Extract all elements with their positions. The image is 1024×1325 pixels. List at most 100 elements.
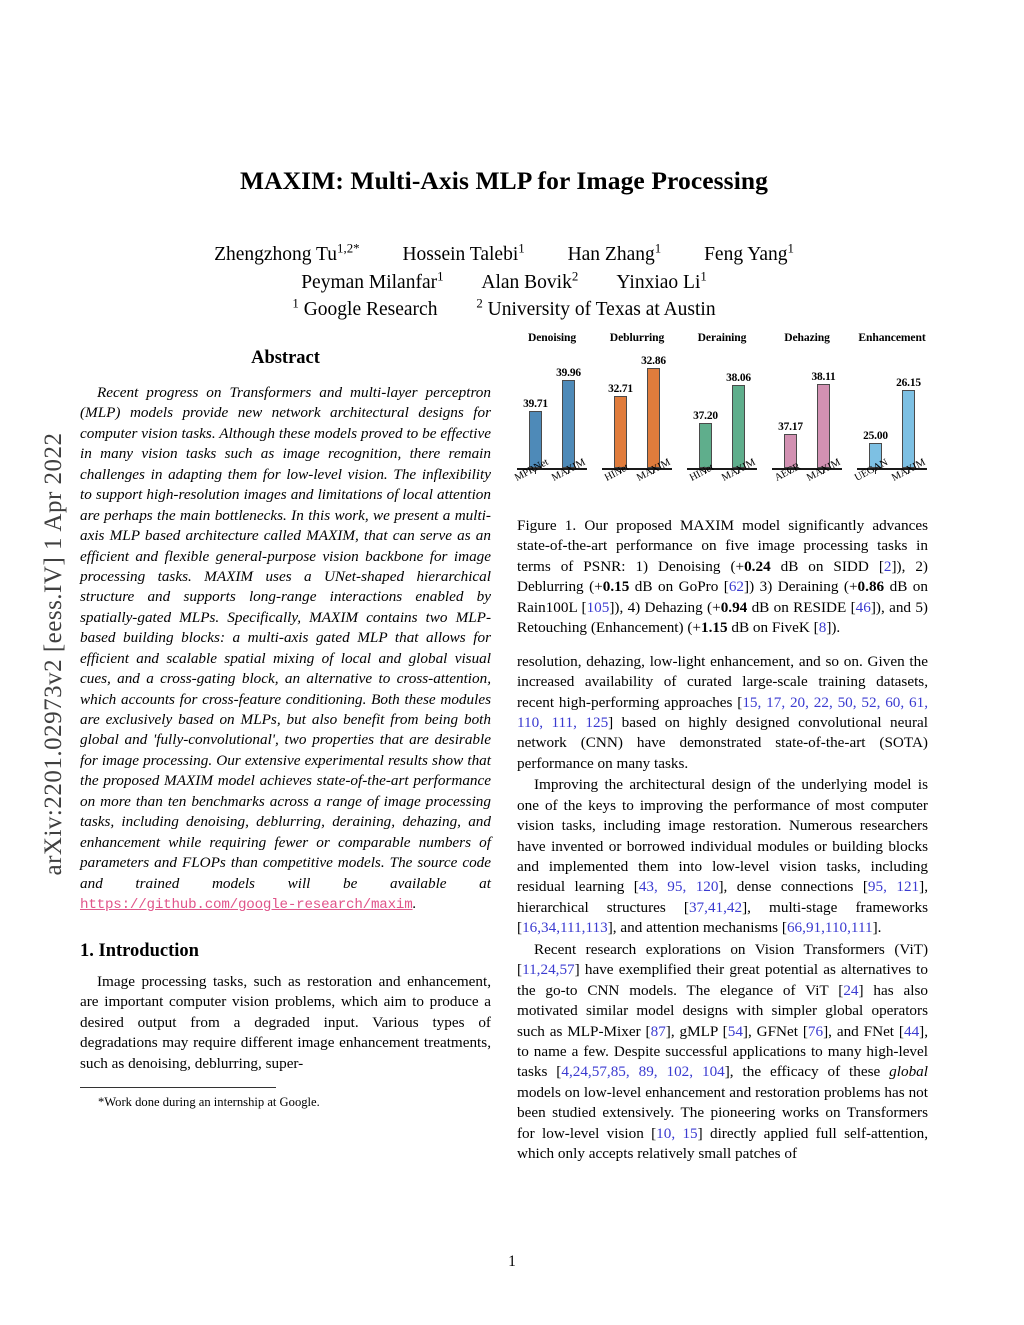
paragraph-text: ] directly applied full self-attention, …: [517, 1124, 928, 1163]
figure-1: Denoising 39.71 39.96 MPRNet: [513, 331, 928, 639]
caption-text: ]), 2) Deblurring (+: [517, 557, 928, 596]
paragraph-text: ], dense connections [: [718, 878, 868, 896]
citation-link[interactable]: 62: [728, 578, 745, 596]
axis-tick: [790, 470, 792, 474]
bar-value-label: 37.17: [778, 421, 803, 434]
chart-group-denoising: Denoising 39.71 39.96 MPRNet: [513, 331, 587, 484]
bar: 32.86: [641, 355, 666, 469]
citation-link[interactable]: 10, 15: [656, 1124, 698, 1142]
abstract-heading: Abstract: [251, 348, 320, 368]
caption-text: ]).: [826, 619, 841, 637]
citation-link[interactable]: 11,24,57: [522, 961, 575, 979]
page-number: 1: [508, 1253, 516, 1270]
paragraph-text: ] have exemplified their great potential…: [517, 961, 928, 999]
citation-link[interactable]: 87: [650, 1022, 666, 1040]
bar-value-label: 25.00: [863, 430, 888, 443]
bar-value-label: 26.15: [896, 377, 921, 390]
bar: 39.96: [556, 367, 581, 469]
abstract-tail: .: [412, 894, 417, 912]
axis-tick: [705, 470, 707, 474]
citation-link[interactable]: 54: [727, 1022, 743, 1040]
footnote-text: *Work done during an internship at Googl…: [98, 1095, 320, 1110]
axis-tick: [568, 470, 570, 474]
right-column: Denoising 39.71 39.96 MPRNet: [513, 331, 929, 1165]
affiliation-name: Google Research: [303, 299, 438, 321]
paragraph-text: ] has also motivated similar model desig…: [517, 981, 928, 1040]
footnote-rule: [80, 1087, 276, 1089]
author-name: Hossein Talebi: [402, 244, 519, 265]
author-name: Alan Bovik: [481, 271, 572, 293]
citation-link[interactable]: 95, 121: [867, 878, 920, 896]
citation-link[interactable]: 76: [807, 1022, 824, 1040]
group-baseline: [857, 468, 927, 470]
caption-text: dB on SIDD [: [770, 557, 884, 575]
bar-value-label: 32.86: [641, 355, 666, 368]
citation-link[interactable]: 15, 17, 20, 22, 50, 52, 60, 61, 110, 111…: [517, 693, 928, 731]
citation-link[interactable]: 37,41,42: [688, 898, 743, 916]
abstract-paragraph: Recent progress on Transformers and mult…: [80, 384, 491, 892]
bar: 37.17: [778, 421, 803, 469]
caption-lead: Figure 1.: [517, 517, 577, 534]
citation-link[interactable]: 44: [903, 1022, 920, 1040]
bar: 38.06: [726, 372, 751, 469]
caption-text: ]), 4) Dehazing (+: [609, 598, 721, 616]
citation-link[interactable]: 66,91,110,111: [786, 919, 873, 937]
caption-bold-value: 0.86: [857, 578, 885, 596]
group-baseline: [687, 468, 757, 470]
axis-tick: [535, 470, 537, 474]
author-affil-marker: 1,2*: [337, 241, 360, 256]
citation-link[interactable]: 16,34,111,113: [522, 919, 608, 937]
caption-bold-value: 0.94: [720, 598, 748, 616]
citation-link[interactable]: 2: [883, 557, 892, 575]
caption-bold-value: 0.24: [744, 557, 771, 575]
citation-link[interactable]: 105: [586, 598, 610, 616]
affiliation-marker: 1: [292, 296, 299, 311]
citation-link[interactable]: 46: [855, 598, 871, 616]
author-name: Zhengzhong Tu: [214, 244, 338, 265]
arxiv-stamp: arXiv:2201.02973v2 [eess.IV] 1 Apr 2022: [40, 432, 67, 876]
caption-text: dB on Rain100L [: [517, 578, 928, 616]
caption-text: dB on RESIDE [: [747, 598, 856, 616]
author-affil-marker: 1: [437, 269, 444, 284]
paragraph-text: ], multi-stage frameworks [: [517, 898, 928, 937]
paragraph-text: Improving the architectural design of th…: [517, 776, 928, 896]
footnote-area: *Work done during an internship at Googl…: [80, 1087, 491, 1110]
chart-group-deraining: Deraining 37.20 38.06 HINet: [687, 331, 757, 484]
author-name: Peyman Milanfar: [301, 271, 438, 293]
paragraph-text: ], gMLP [: [665, 1022, 728, 1040]
group-baseline: [772, 468, 842, 470]
caption-text: dB on GoPro [: [629, 578, 729, 596]
paragraph-text: ], to name a few. Despite successful app…: [517, 1022, 929, 1081]
citation-link[interactable]: 8: [818, 619, 827, 637]
citation-link[interactable]: 4,24,57,85, 89, 102, 104: [561, 1063, 725, 1081]
author-name: Feng Yang: [704, 244, 788, 265]
page-content: MAXIM: Multi-Axis MLP for Image Processi…: [80, 0, 928, 1325]
bar-value-label: 38.11: [811, 371, 836, 384]
chart-group-dehazing: Dehazing 37.17 38.11 AECR: [772, 331, 842, 484]
page-title: MAXIM: Multi-Axis MLP for Image Processi…: [239, 166, 769, 195]
paragraph-text: resolution, dehazing, low-light enhancem…: [517, 652, 928, 711]
paragraph-text: ], hierarchical structures [: [517, 878, 928, 916]
author-affil-marker: 1: [518, 241, 525, 256]
axis-tick: [875, 470, 877, 474]
two-column-body: Abstract Recent progress on Transformers…: [80, 331, 929, 1165]
intro-paragraph-1-text: Image processing tasks, such as restorat…: [80, 973, 491, 1072]
bar-chart: Denoising 39.71 39.96 MPRNet: [513, 331, 928, 508]
github-url-link[interactable]: https://github.com/google-research/maxim: [80, 896, 413, 913]
citation-link[interactable]: 24: [843, 981, 859, 999]
author-name: Yinxiao Li: [616, 271, 701, 293]
paragraph-text: ] based on highly designed convolutional…: [517, 713, 929, 772]
chart-group-enhancement: Enhancement 25.00 26.15 UEGAN: [853, 331, 927, 484]
author-affil-marker: 2: [571, 269, 579, 284]
axis-tick: [653, 470, 655, 474]
paragraph-text: ], GFNet [: [742, 1022, 808, 1040]
citation-link[interactable]: 43, 95, 120: [638, 878, 719, 896]
author-affil-marker: 1: [700, 269, 707, 284]
affiliation-marker: 2: [476, 296, 483, 311]
group-title: Deblurring: [609, 331, 665, 344]
paragraph-text: Recent research explorations on Vision T…: [517, 940, 928, 979]
paragraph-text: ], and attention mechanisms [: [607, 919, 787, 937]
group-title: Denoising: [527, 331, 577, 344]
figure-caption: Figure 1. Our proposed MAXIM model signi…: [517, 516, 928, 639]
axis-tick: [823, 470, 825, 474]
